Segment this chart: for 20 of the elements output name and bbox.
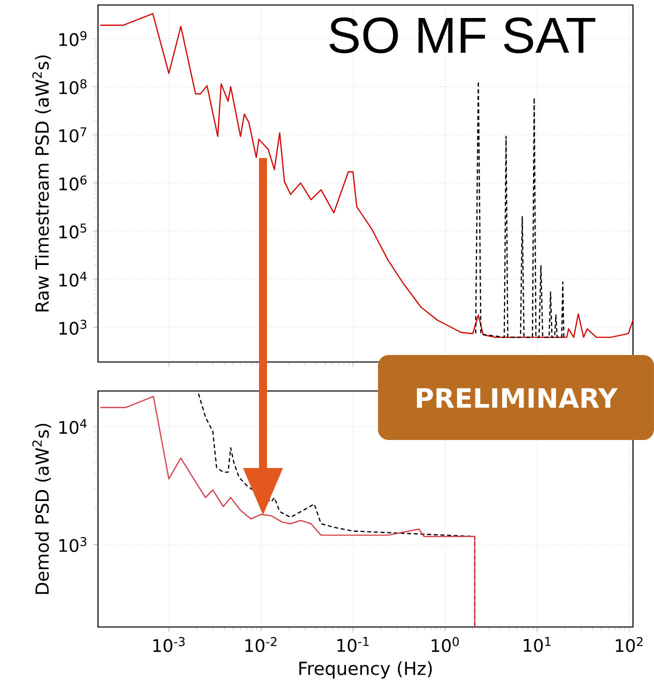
y-axis-title: Demod PSD (aW$^{2}$s) xyxy=(32,424,52,594)
x-tick-label: 10$^{2}$ xyxy=(616,637,643,652)
x-tick-label: 10$^{1}$ xyxy=(524,637,551,652)
y-tick-label: 10$^{5}$ xyxy=(59,224,86,239)
y-axis-title: Raw Timestream PSD (aW$^{2}$s) xyxy=(32,55,52,312)
y-tick-label: 10$^{3}$ xyxy=(59,537,86,552)
x-tick-label: 10$^{-2}$ xyxy=(245,637,276,652)
y-tick-label: 10$^{3}$ xyxy=(59,320,86,335)
annotation: SO MF SAT xyxy=(329,17,596,54)
y-tick-label: 10$^{4}$ xyxy=(59,419,87,434)
x-tick-label: 10$^{0}$ xyxy=(432,637,459,652)
x-tick-label: 10$^{-3}$ xyxy=(153,637,185,652)
annotation: PRELIMINARY xyxy=(416,388,618,408)
x-tick-label: 10$^{-1}$ xyxy=(337,637,369,652)
x-axis-title: Frequency (Hz) xyxy=(299,661,432,679)
y-tick-label: 10$^{6}$ xyxy=(59,175,87,191)
y-tick-label: 10$^{9}$ xyxy=(59,31,86,46)
y-tick-label: 10$^{8}$ xyxy=(59,79,86,94)
y-tick-label: 10$^{4}$ xyxy=(59,272,87,287)
y-tick-label: 10$^{7}$ xyxy=(59,127,86,142)
